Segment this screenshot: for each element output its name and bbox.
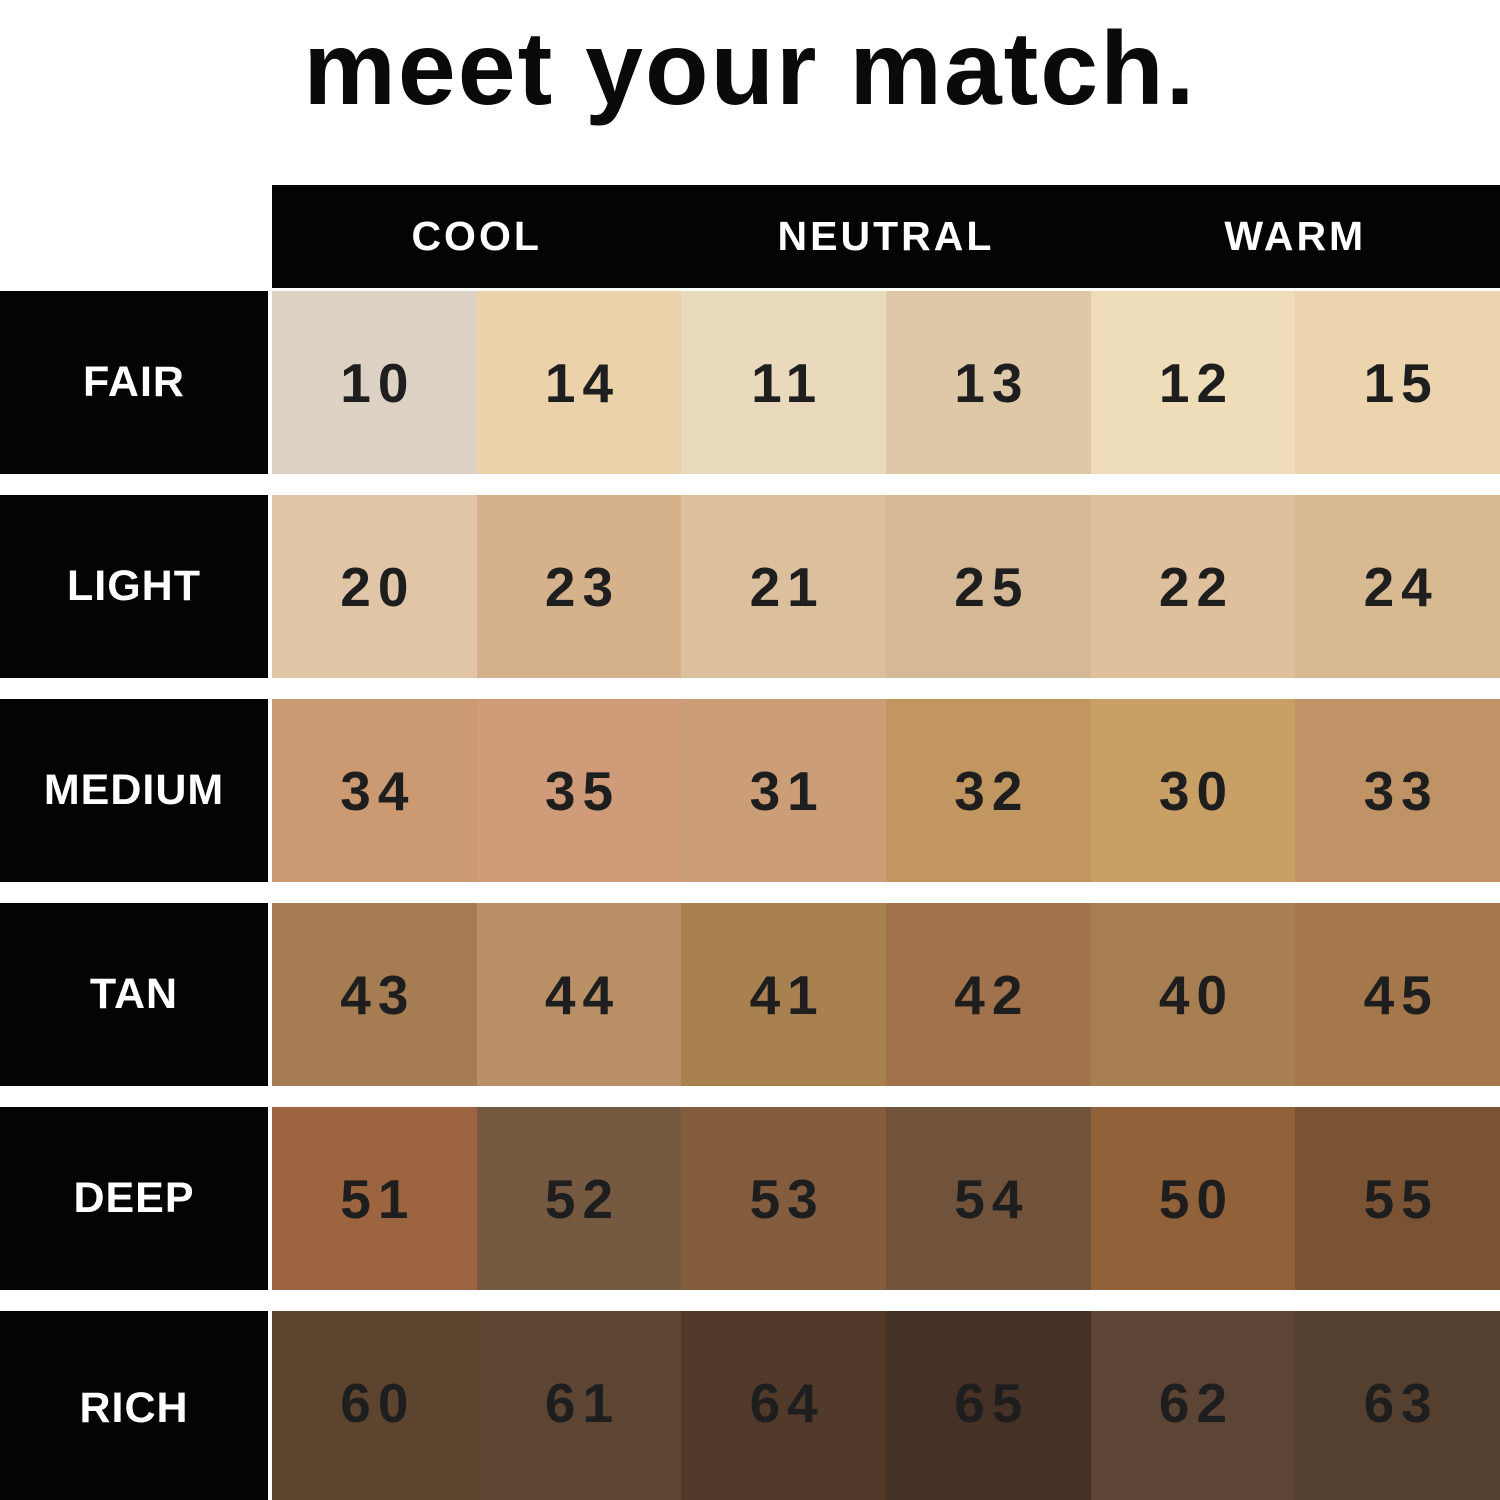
undertone-label-cool: COOL [411, 213, 542, 259]
depth-label: DEEP [0, 1107, 268, 1290]
shade-swatch-64: 64 [681, 1311, 887, 1500]
shade-swatch-10: 10 [272, 291, 477, 474]
swatch-group: 51 52 53 54 50 55 [272, 1107, 1500, 1290]
swatch-group: 34 35 31 32 30 33 [272, 699, 1500, 882]
shade-swatch-11: 11 [681, 291, 887, 474]
shade-swatch-45: 45 [1295, 903, 1500, 1086]
shade-swatch-40: 40 [1090, 903, 1296, 1086]
shade-swatch-54: 54 [886, 1107, 1091, 1290]
shade-row-tan: TAN 43 44 41 42 40 45 [0, 903, 1500, 1086]
shade-swatch-42: 42 [886, 903, 1091, 1086]
shade-rows: FAIR 10 14 11 13 12 15 LIGHT 20 23 21 25 22 24 MED… [0, 291, 1500, 1500]
shade-row-rich: RICH 60 61 64 65 62 63 [0, 1311, 1500, 1500]
undertone-label-warm: WARM [1224, 213, 1367, 259]
shade-swatch-23: 23 [476, 495, 682, 678]
shade-swatch-32: 32 [886, 699, 1091, 882]
shade-swatch-52: 52 [476, 1107, 682, 1290]
shade-swatch-30: 30 [1090, 699, 1296, 882]
shade-swatch-13: 13 [886, 291, 1091, 474]
shade-row-deep: DEEP 51 52 53 54 50 55 [0, 1107, 1500, 1290]
shade-swatch-61: 61 [476, 1311, 682, 1500]
shade-grid: COOL NEUTRAL WARM FAIR 10 14 11 13 12 15 LIGH… [0, 185, 1500, 1500]
shade-swatch-43: 43 [272, 903, 477, 1086]
shade-swatch-60: 60 [272, 1311, 477, 1500]
shade-row-light: LIGHT 20 23 21 25 22 24 [0, 495, 1500, 678]
shade-swatch-63: 63 [1295, 1311, 1500, 1500]
shade-swatch-25: 25 [886, 495, 1091, 678]
shade-swatch-12: 12 [1090, 291, 1296, 474]
swatch-group: 10 14 11 13 12 15 [272, 291, 1500, 474]
depth-label: LIGHT [0, 495, 268, 678]
depth-label: TAN [0, 903, 268, 1086]
shade-swatch-20: 20 [272, 495, 477, 678]
shade-row-fair: FAIR 10 14 11 13 12 15 [0, 291, 1500, 474]
undertone-header-bar: COOL NEUTRAL WARM [272, 185, 1500, 288]
depth-label: RICH [0, 1311, 268, 1500]
shade-row-medium: MEDIUM 34 35 31 32 30 33 [0, 699, 1500, 882]
shade-swatch-55: 55 [1295, 1107, 1500, 1290]
shade-swatch-35: 35 [476, 699, 682, 882]
shade-swatch-33: 33 [1295, 699, 1500, 882]
undertone-label-neutral: NEUTRAL [777, 213, 995, 259]
depth-label: MEDIUM [0, 699, 268, 882]
shade-swatch-62: 62 [1090, 1311, 1296, 1500]
shade-swatch-65: 65 [886, 1311, 1091, 1500]
shade-swatch-22: 22 [1090, 495, 1296, 678]
swatch-group: 20 23 21 25 22 24 [272, 495, 1500, 678]
shade-swatch-41: 41 [681, 903, 887, 1086]
shade-swatch-24: 24 [1295, 495, 1500, 678]
swatch-group: 43 44 41 42 40 45 [272, 903, 1500, 1086]
shade-swatch-50: 50 [1090, 1107, 1296, 1290]
shade-swatch-34: 34 [272, 699, 477, 882]
shade-swatch-44: 44 [476, 903, 682, 1086]
depth-label: FAIR [0, 291, 268, 474]
shade-swatch-31: 31 [681, 699, 887, 882]
page-title: meet your match. [303, 11, 1197, 127]
shade-swatch-53: 53 [681, 1107, 887, 1290]
shade-swatch-21: 21 [681, 495, 887, 678]
swatch-group: 60 61 64 65 62 63 [272, 1311, 1500, 1500]
shade-swatch-15: 15 [1295, 291, 1500, 474]
shade-swatch-51: 51 [272, 1107, 477, 1290]
shade-swatch-14: 14 [476, 291, 682, 474]
